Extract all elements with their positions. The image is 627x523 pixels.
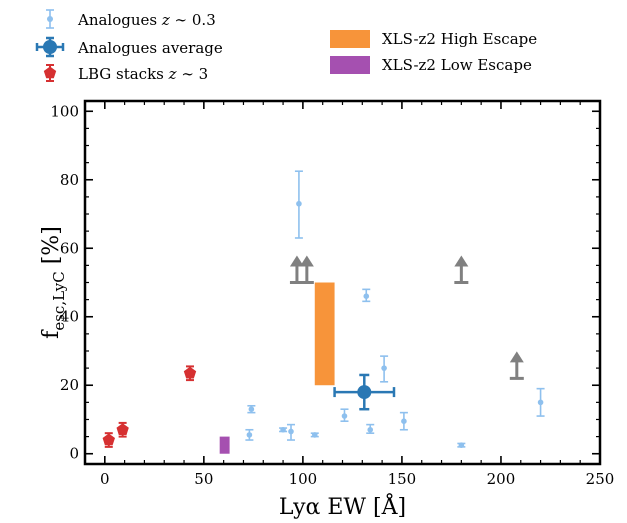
legend-item: Analogues average bbox=[35, 36, 223, 58]
analogue-marker bbox=[288, 428, 294, 435]
legend-average-marker bbox=[43, 40, 57, 54]
y-tick-label: 60 bbox=[60, 239, 79, 257]
lbg-point bbox=[183, 365, 197, 382]
legend-swatch bbox=[330, 30, 370, 48]
lbg-point bbox=[116, 421, 129, 438]
y-tick-label: 100 bbox=[50, 102, 79, 120]
lower-limit-head bbox=[289, 255, 304, 267]
lbg-marker bbox=[116, 423, 129, 435]
xls-bar bbox=[219, 436, 230, 454]
analogue-point bbox=[362, 288, 371, 303]
analogue-marker bbox=[458, 442, 465, 448]
x-tick-label: 0 bbox=[100, 470, 110, 488]
legend-label: XLS-z2 High Escape bbox=[382, 30, 537, 48]
lower-limit-head bbox=[299, 255, 314, 267]
legend-label: Analogues z ∼ 0.3 bbox=[77, 11, 216, 29]
analogue-point bbox=[536, 387, 545, 417]
x-axis-title: Lyα EW [Å] bbox=[279, 492, 406, 520]
axes: 0 50 100 150 200 250 0 20 40 60 80 100 Lyα EW [Å] fes… bbox=[39, 99, 615, 520]
analogue-point bbox=[245, 428, 254, 441]
x-tick-label: 50 bbox=[194, 470, 213, 488]
legend-lbg-marker bbox=[43, 66, 57, 79]
lower-limit-arrow bbox=[299, 255, 314, 284]
analogue-marker bbox=[248, 406, 255, 413]
lbg-point bbox=[102, 432, 115, 448]
analogue-marker bbox=[381, 365, 387, 371]
legend-item: LBG stacks z ∼ 3 bbox=[43, 64, 208, 83]
lbg-marker bbox=[102, 433, 115, 446]
lower-limit-arrow bbox=[289, 255, 304, 284]
lower-limit-head bbox=[454, 255, 469, 267]
legend-analogue-marker bbox=[47, 16, 53, 22]
legend-item: XLS-z2 High Escape bbox=[330, 30, 537, 48]
analogue-marker bbox=[280, 426, 286, 433]
y-axis-title: fesc,LyC [%] bbox=[39, 226, 68, 339]
analogue-point bbox=[380, 355, 389, 383]
average-marker bbox=[357, 385, 372, 400]
analogue-marker bbox=[367, 426, 374, 433]
lbg-marker bbox=[183, 366, 197, 379]
analogue-point bbox=[366, 423, 375, 434]
legend: Analogues z ∼ 0.3 Analogues average LBG st… bbox=[35, 9, 537, 83]
analogue-point bbox=[457, 442, 466, 448]
analogue-marker bbox=[363, 293, 370, 299]
xls-bar bbox=[314, 282, 335, 386]
analogue-point bbox=[287, 423, 295, 441]
analogue-point bbox=[294, 170, 303, 239]
analogue-marker bbox=[311, 432, 318, 438]
analogue-marker bbox=[401, 418, 407, 424]
analogue-marker bbox=[246, 432, 253, 438]
x-tick-label: 100 bbox=[289, 470, 318, 488]
legend-item: Analogues z ∼ 0.3 bbox=[46, 9, 216, 29]
analogue-point bbox=[279, 426, 288, 433]
legend-label: XLS-z2 Low Escape bbox=[382, 56, 532, 74]
legend-item: XLS-z2 Low Escape bbox=[330, 56, 532, 74]
x-tick-label: 200 bbox=[487, 470, 516, 488]
analogue-marker bbox=[296, 200, 302, 207]
analogue-point bbox=[247, 404, 256, 414]
plot-area bbox=[102, 170, 545, 454]
lower-limit-arrow bbox=[509, 351, 524, 380]
average-point bbox=[333, 373, 396, 411]
y-tick-label: 20 bbox=[60, 376, 79, 394]
y-tick-label: 80 bbox=[60, 171, 79, 189]
legend-swatch bbox=[330, 56, 370, 74]
legend-label: Analogues average bbox=[77, 39, 223, 57]
analogue-marker bbox=[537, 399, 544, 406]
analogue-point bbox=[340, 408, 349, 422]
analogue-point bbox=[399, 411, 408, 431]
legend-label: LBG stacks z ∼ 3 bbox=[78, 65, 208, 83]
y-tick-label: 40 bbox=[60, 308, 79, 326]
x-tick-label: 250 bbox=[586, 470, 615, 488]
analogue-marker bbox=[341, 413, 348, 419]
lower-limit-head bbox=[509, 351, 524, 363]
x-tick-label: 150 bbox=[388, 470, 417, 488]
lower-limit-arrow bbox=[454, 255, 469, 284]
analogue-point bbox=[310, 432, 319, 438]
y-tick-label: 0 bbox=[69, 445, 79, 463]
